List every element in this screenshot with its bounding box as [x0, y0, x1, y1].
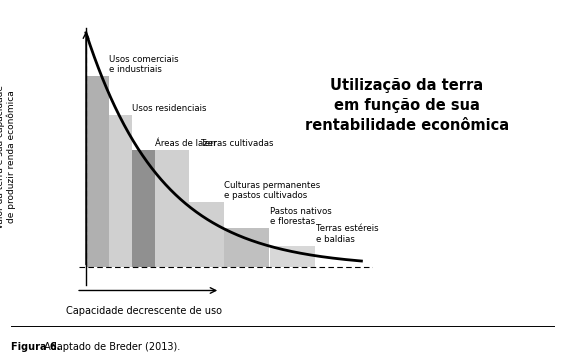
Text: Utilização da terra
em função de sua
rentabilidade econômica: Utilização da terra em função de sua ren… [305, 78, 509, 133]
Text: Terras estéreis
e baldias: Terras estéreis e baldias [316, 224, 379, 244]
Bar [155, 150, 189, 267]
Text: Capacidade decrescente de uso: Capacidade decrescente de uso [66, 306, 221, 316]
Bar [86, 76, 109, 267]
Text: Valor da terra e sua capacidade
de produzir renda econômica: Valor da terra e sua capacidade de produ… [0, 85, 16, 229]
Text: Adaptado de Breder (2013).: Adaptado de Breder (2013). [41, 342, 180, 352]
Bar [270, 246, 315, 267]
Bar [224, 228, 270, 267]
Bar [189, 202, 224, 267]
Text: Culturas permanentes
e pastos cultivados: Culturas permanentes e pastos cultivados [224, 181, 320, 200]
Text: Usos residenciais: Usos residenciais [132, 104, 207, 113]
Text: Áreas de lazer: Áreas de lazer [155, 139, 217, 148]
Text: Usos comerciais
e industriais: Usos comerciais e industriais [110, 55, 179, 74]
Bar [132, 150, 155, 267]
Text: Terras cultivadas: Terras cultivadas [201, 139, 273, 148]
Bar [109, 115, 132, 267]
Text: Pastos nativos
e florestas: Pastos nativos e florestas [270, 207, 332, 226]
Text: Figura 6.: Figura 6. [11, 342, 60, 352]
